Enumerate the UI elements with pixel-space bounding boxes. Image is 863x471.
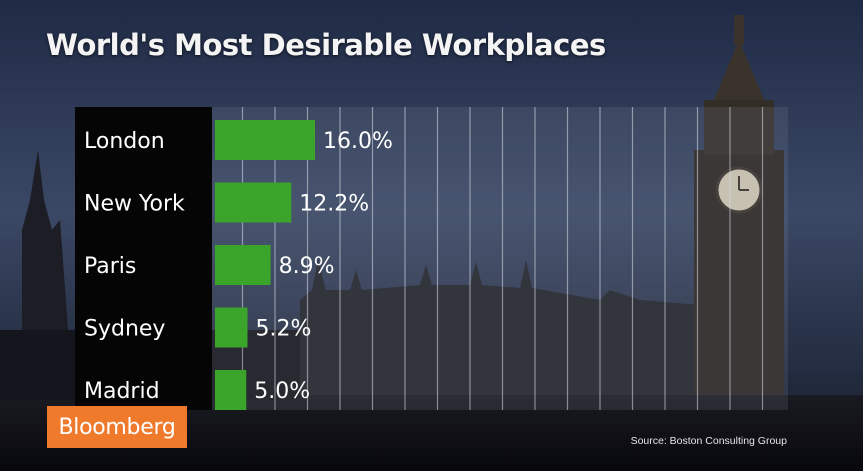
- bars: [215, 120, 315, 410]
- bar-london: [215, 120, 315, 160]
- bar-sydney: [215, 307, 248, 348]
- category-label: Paris: [84, 254, 136, 279]
- bar-paris: [215, 245, 271, 285]
- value-label: 16.0%: [323, 129, 393, 154]
- value-label: 5.2%: [256, 317, 312, 342]
- category-labels: London New York Paris Sydney Madrid: [84, 129, 185, 404]
- value-labels: 16.0% 12.2% 8.9% 5.2% 5.0%: [254, 129, 393, 404]
- left-tower-silhouette: [22, 150, 68, 330]
- category-label-panel: [75, 107, 212, 410]
- category-label: London: [84, 129, 165, 154]
- category-label: Sydney: [84, 317, 165, 342]
- bar-new-york: [215, 182, 292, 223]
- category-label: Madrid: [84, 379, 160, 404]
- brand-label: Bloomberg: [58, 414, 176, 440]
- value-label: 12.2%: [299, 192, 369, 217]
- bar-madrid: [215, 370, 247, 410]
- chart-title: World's Most Desirable Workplaces: [46, 28, 606, 62]
- value-label: 8.9%: [279, 254, 335, 279]
- category-label: New York: [84, 192, 185, 217]
- source-note: Source: Boston Consulting Group: [630, 435, 787, 447]
- bloomberg-logo: Bloomberg: [47, 406, 187, 448]
- value-label: 5.0%: [254, 379, 310, 404]
